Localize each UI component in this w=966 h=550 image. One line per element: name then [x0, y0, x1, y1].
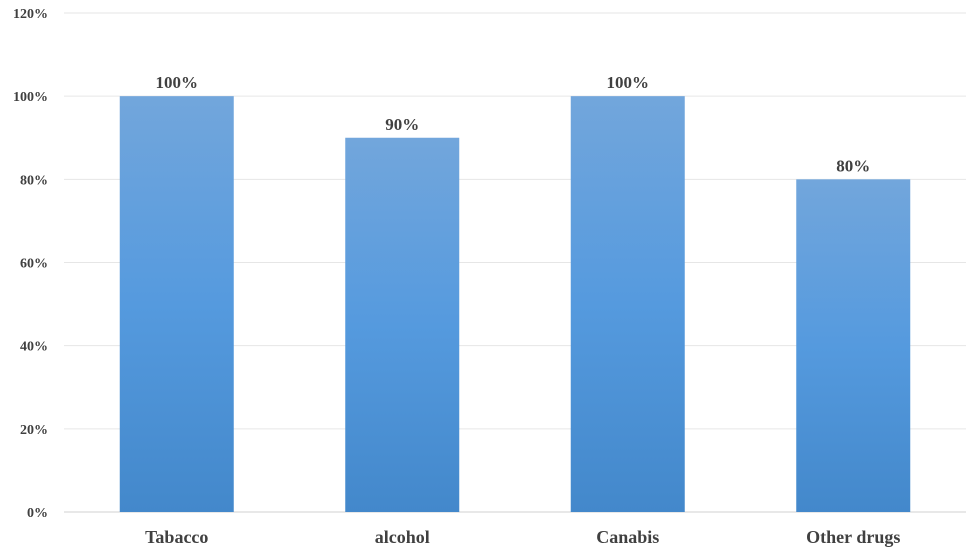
- bar-tabacco: [119, 96, 234, 513]
- data-label: 90%: [385, 115, 419, 134]
- y-tick-label: 80%: [20, 173, 48, 188]
- x-axis-categories: Tabacco alcohol Canabis Other drugs: [145, 527, 900, 547]
- bar-alcohol: [345, 137, 460, 512]
- y-tick-label: 0%: [27, 506, 48, 521]
- bar-other-drugs: [796, 179, 911, 513]
- x-category-label: Tabacco: [145, 527, 208, 547]
- bars: [119, 96, 911, 513]
- data-label: 80%: [836, 156, 870, 175]
- y-tick-label: 100%: [13, 90, 48, 105]
- y-tick-label: 120%: [13, 7, 48, 22]
- data-labels: 100% 90% 100% 80%: [156, 73, 871, 175]
- y-tick-label: 60%: [20, 257, 48, 272]
- x-category-label: alcohol: [375, 527, 430, 547]
- y-axis-ticks: 0% 20% 40% 60% 80% 100% 120%: [13, 7, 48, 521]
- y-tick-label: 40%: [20, 340, 48, 355]
- y-tick-label: 20%: [20, 423, 48, 438]
- x-category-label: Canabis: [596, 527, 659, 547]
- data-label: 100%: [607, 73, 650, 92]
- bar-canabis: [570, 96, 685, 513]
- x-category-label: Other drugs: [806, 527, 900, 547]
- data-label: 100%: [156, 73, 199, 92]
